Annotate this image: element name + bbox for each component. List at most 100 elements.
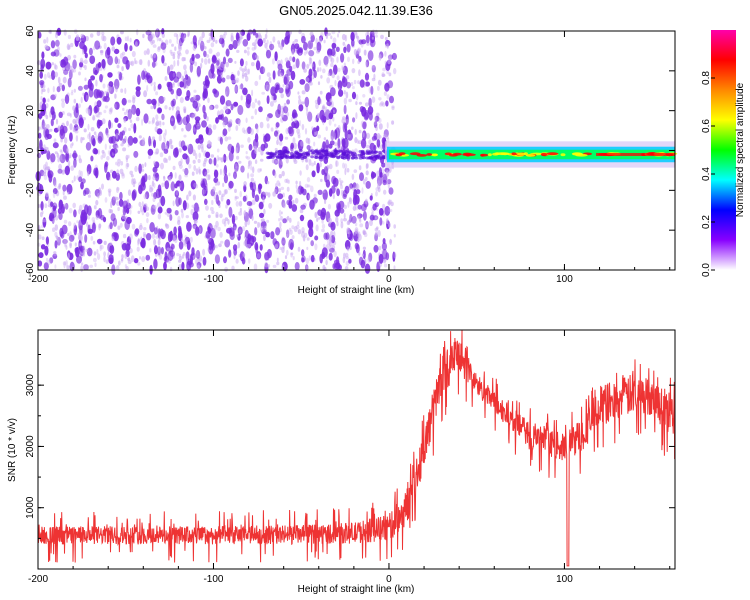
- noise-blob: [266, 219, 270, 223]
- noise-blob: [205, 151, 211, 158]
- streak-blob: [361, 156, 366, 160]
- noise-blob: [131, 104, 137, 115]
- noise-blob: [202, 162, 206, 167]
- snr-frame: [37, 329, 676, 570]
- noise-blob: [313, 131, 317, 136]
- noise-blob: [353, 79, 357, 85]
- noise-blob: [120, 161, 124, 166]
- noise-blob: [176, 50, 181, 55]
- noise-blob: [171, 43, 174, 47]
- noise-blob: [235, 258, 239, 264]
- noise-blob: [273, 158, 279, 165]
- noise-blob: [145, 233, 152, 241]
- noise-blob: [202, 256, 207, 266]
- noise-blob: [375, 190, 378, 197]
- noise-blob: [193, 95, 197, 100]
- noise-blob: [147, 33, 153, 42]
- noise-blob: [317, 96, 321, 106]
- streak-blob: [329, 151, 334, 155]
- noise-blob: [274, 130, 279, 137]
- noise-blob: [115, 161, 118, 166]
- noise-blob: [38, 252, 44, 259]
- noise-blob: [306, 237, 310, 241]
- noise-blob: [166, 259, 170, 263]
- noise-blob: [67, 45, 71, 50]
- noise-blob: [251, 47, 256, 51]
- line-peak: [416, 154, 428, 157]
- noise-blob: [89, 82, 94, 91]
- noise-blob: [124, 87, 127, 94]
- noise-blob: [308, 60, 311, 66]
- noise-blob: [232, 39, 238, 50]
- noise-blob: [116, 132, 119, 140]
- noise-blob: [52, 188, 58, 195]
- noise-blob: [154, 126, 158, 133]
- noise-blob: [135, 60, 138, 65]
- noise-blob: [288, 194, 293, 201]
- noise-blob: [259, 244, 263, 251]
- noise-blob: [71, 180, 74, 184]
- noise-blob: [202, 248, 206, 256]
- noise-blob: [135, 116, 140, 122]
- noise-blob: [102, 35, 107, 42]
- noise-blob: [52, 85, 55, 93]
- noise-blob: [143, 227, 147, 231]
- noise-blob: [331, 72, 336, 79]
- noise-blob: [53, 251, 57, 255]
- noise-blob: [305, 49, 308, 54]
- noise-blob: [199, 40, 205, 52]
- noise-blob: [231, 79, 236, 84]
- noise-blob: [346, 227, 350, 235]
- noise-blob: [197, 122, 200, 127]
- noise-blob: [163, 261, 167, 271]
- noise-blob: [193, 165, 197, 171]
- noise-blob: [197, 39, 200, 46]
- noise-blob: [211, 199, 214, 206]
- noise-blob: [234, 60, 237, 64]
- noise-blob: [89, 55, 96, 64]
- noise-blob: [321, 169, 325, 176]
- noise-blob: [237, 70, 240, 76]
- noise-blob: [50, 118, 54, 127]
- noise-blob: [207, 97, 210, 104]
- noise-blob: [378, 208, 384, 216]
- noise-blob: [276, 180, 280, 187]
- noise-blob: [39, 211, 43, 218]
- noise-blob: [365, 34, 370, 44]
- noise-blob: [266, 116, 270, 122]
- noise-blob: [342, 189, 348, 198]
- noise-blob: [123, 111, 127, 115]
- noise-blob: [87, 171, 90, 177]
- noise-blob: [128, 61, 133, 65]
- noise-blob: [210, 154, 215, 158]
- noise-blob: [61, 101, 65, 109]
- noise-blob: [37, 234, 42, 240]
- line-peak: [540, 152, 548, 156]
- noise-blob: [346, 81, 351, 89]
- noise-blob: [263, 234, 266, 242]
- noise-blob: [87, 194, 91, 198]
- noise-blob: [354, 128, 357, 135]
- noise-blob: [280, 211, 283, 215]
- noise-blob: [114, 117, 119, 123]
- noise-blob: [161, 182, 165, 188]
- noise-blob: [358, 69, 361, 77]
- noise-blob: [161, 114, 166, 121]
- noise-blob: [84, 234, 88, 243]
- noise-blob: [129, 248, 133, 254]
- noise-blob: [216, 74, 223, 84]
- noise-blob: [155, 114, 159, 121]
- noise-blob: [158, 236, 162, 240]
- noise-blob: [191, 204, 196, 208]
- noise-blob: [38, 184, 44, 195]
- noise-blob: [391, 105, 395, 109]
- noise-blob: [78, 114, 83, 123]
- noise-blob: [192, 35, 197, 46]
- noise-blob: [83, 128, 87, 133]
- noise-blob: [222, 169, 226, 177]
- streak-blob: [337, 149, 342, 153]
- streak-blob: [347, 150, 352, 154]
- noise-blob: [380, 34, 384, 40]
- noise-blob: [195, 168, 199, 175]
